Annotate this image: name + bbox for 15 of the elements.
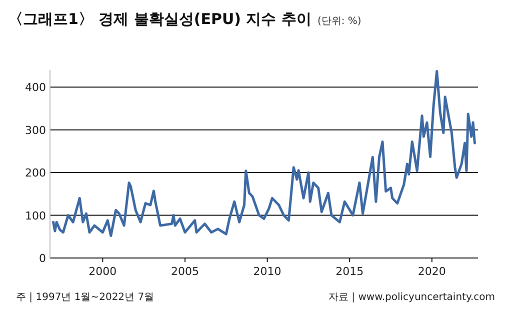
y-tick-label: 200 [25, 166, 46, 180]
x-tick-label: 2000 [88, 265, 117, 278]
y-tick-label: 300 [25, 124, 46, 137]
y-tick-label: 400 [25, 81, 46, 94]
chart-subtitle: (단위: %) [317, 16, 362, 27]
x-tick-label: 2020 [418, 265, 446, 278]
text: 자료 | www.policyuncertainty.com [328, 292, 495, 303]
x-tick-label: 2005 [170, 265, 199, 278]
text: 주 | 1997년 1월~2022년 7월 [16, 292, 154, 303]
line-series [52, 70, 476, 238]
x-tick-label: 2015 [336, 265, 364, 278]
chart-title: 〈그래프1〉 경제 불확실성(EPU) 지수 추이 [8, 10, 312, 28]
y-tick-label: 100 [25, 209, 46, 222]
x-tick-label: 2010 [253, 265, 282, 278]
y-tick-label: 0 [39, 252, 46, 265]
